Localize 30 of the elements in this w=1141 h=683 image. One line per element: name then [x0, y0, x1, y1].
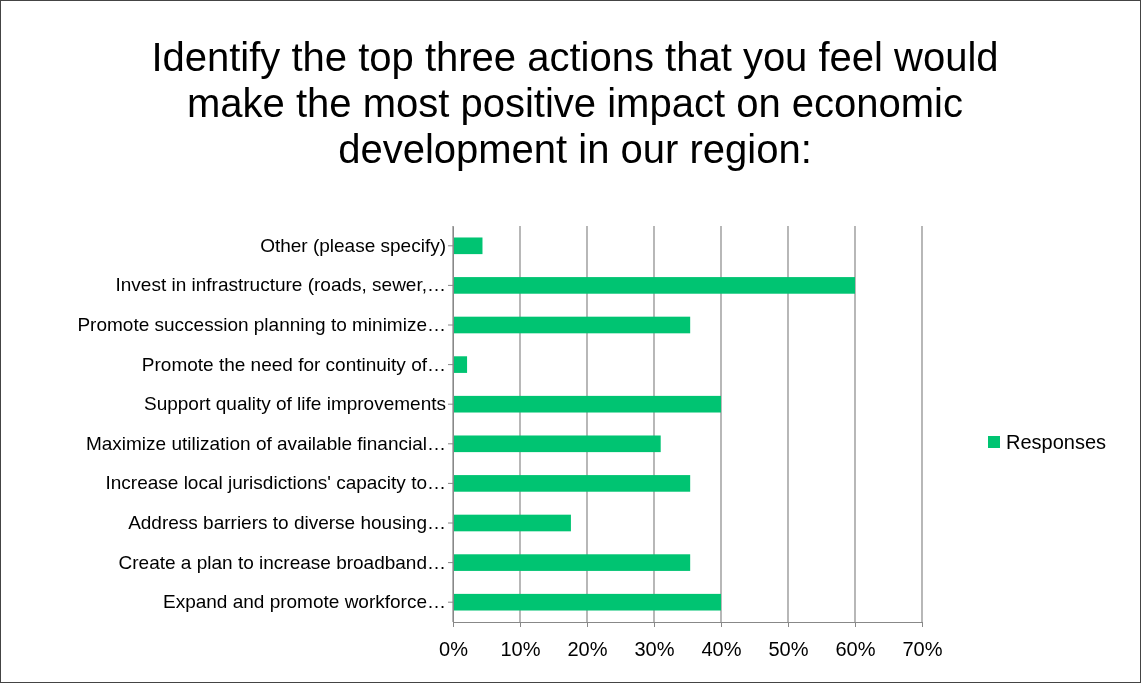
y-tick-label: Address barriers to diverse housing… [128, 512, 446, 534]
bar [453, 435, 661, 453]
x-tick-label: 70% [902, 638, 943, 660]
chart-title: Identify the top three actions that you feel would make the most positive impact on economic development in our region: [150, 34, 1000, 172]
bar [453, 593, 721, 611]
bar [453, 514, 571, 532]
x-tick-label: 10% [500, 638, 541, 660]
x-tick-label: 20% [567, 638, 608, 660]
bar [453, 316, 691, 334]
y-tick-label: Promote the need for continuity of… [141, 353, 446, 375]
y-tick-label: Support quality of life improvements [143, 393, 446, 415]
y-tick-label: Increase local jurisdictions' capacity to… [105, 472, 446, 494]
bar [453, 554, 691, 571]
y-tick-label: Promote succession planning to minimize… [77, 314, 446, 336]
x-tick-label: 60% [835, 638, 876, 660]
bar [453, 277, 855, 294]
legend-label: Responses [1006, 431, 1107, 453]
x-tick-label: 40% [701, 638, 742, 660]
y-tick-label: Invest in infrastructure (roads, sewer,… [115, 274, 446, 296]
y-tick-label: Create a plan to increase broadband… [118, 551, 446, 573]
bar [453, 237, 483, 255]
y-tick-label: Expand and promote workforce… [162, 591, 446, 613]
x-tick-label: 50% [768, 638, 809, 660]
bar [453, 475, 691, 492]
y-tick-label: Other (please specify) [260, 234, 446, 256]
x-tick-label: 0% [439, 638, 469, 660]
bar [453, 356, 468, 373]
x-tick-label: 30% [634, 638, 675, 660]
bar [453, 395, 721, 413]
y-tick-label: Maximize utilization of available financial… [85, 432, 446, 454]
